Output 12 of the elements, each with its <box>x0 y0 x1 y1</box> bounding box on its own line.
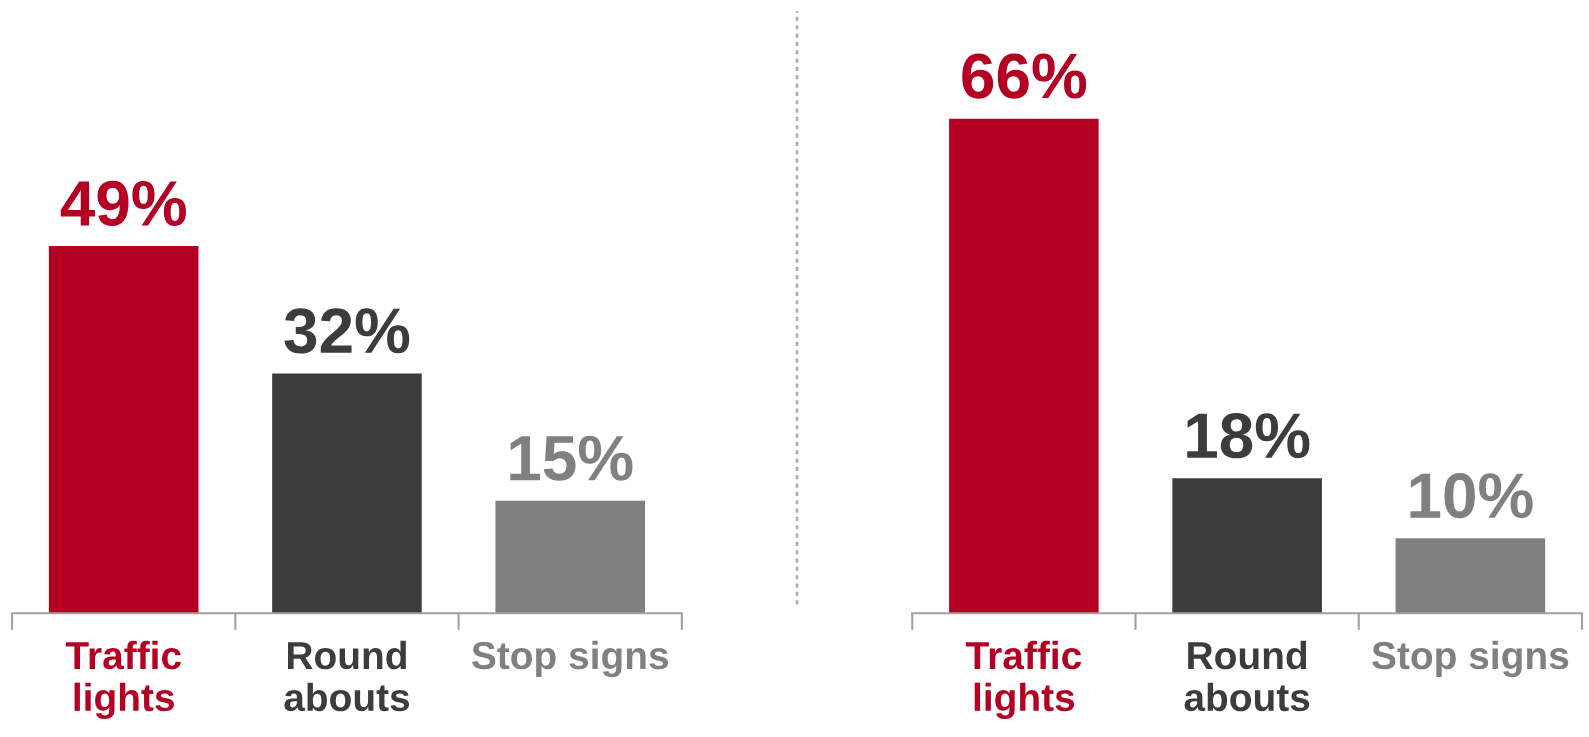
data-label: 18% <box>1187 413 1310 459</box>
x-tick-label: Round abouts <box>1184 640 1310 712</box>
x-tick-label: Stop signs <box>471 640 669 678</box>
data-label: 49% <box>60 180 186 227</box>
x-tick-label: Traffic lights <box>65 640 181 720</box>
data-label: 10% <box>1410 473 1533 519</box>
x-tick-label: Traffic lights <box>965 640 1082 720</box>
x-tick-label: Stop signs <box>1372 640 1569 678</box>
data-label: 66% <box>962 53 1087 99</box>
x-tick-label: Round abouts <box>284 640 410 712</box>
data-label: 15% <box>510 435 633 481</box>
data-label: 32% <box>284 308 410 354</box>
